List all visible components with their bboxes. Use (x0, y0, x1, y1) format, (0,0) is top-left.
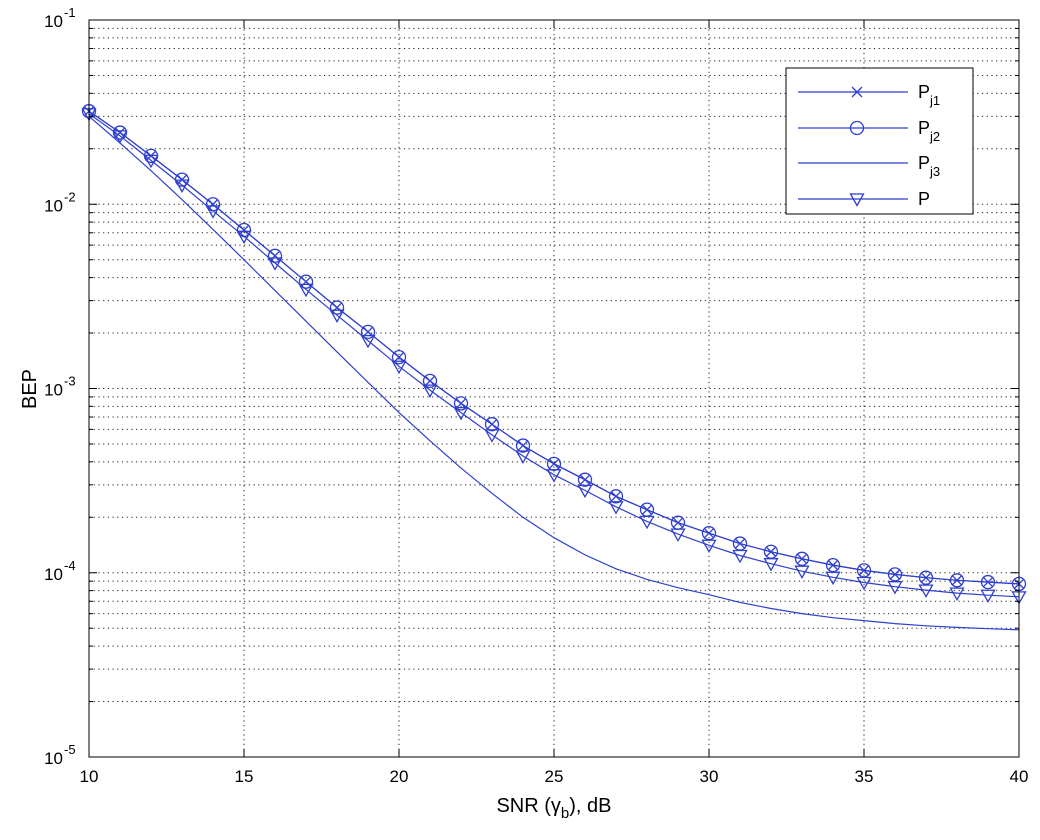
legend-item-pj2: Pj2 (798, 118, 940, 144)
data-point-pj2 (360, 324, 376, 339)
data-point-p (577, 484, 593, 499)
data-point-pj2 (608, 489, 624, 504)
legend-marker (849, 120, 865, 136)
data-point-p (112, 130, 128, 144)
data-point-pj2 (577, 472, 593, 487)
series-line-pj2 (88, 110, 1020, 585)
data-point-p (174, 179, 190, 193)
legend-marker (849, 193, 865, 207)
series-line-p (88, 113, 1020, 598)
legend-box (785, 67, 974, 215)
data-point-pj2 (391, 349, 407, 365)
data-point-pj2 (515, 438, 531, 453)
data-point-p (794, 565, 810, 579)
data-point-p (515, 450, 531, 464)
data-point-p (143, 154, 159, 169)
series-line-pj3 (88, 115, 1020, 631)
data-point-p (949, 587, 965, 601)
data-point-p (484, 429, 500, 443)
x-tick-label: 20 (390, 767, 409, 786)
x-tick-label: 35 (855, 767, 874, 786)
legend-marker (851, 86, 863, 98)
legend-label: Pj1 (918, 82, 940, 108)
data-point-p (732, 549, 748, 564)
legend-label: Pj2 (918, 118, 940, 144)
data-point-p (887, 581, 903, 595)
data-point-pj2 (918, 570, 934, 585)
x-tick-label: 10 (80, 767, 99, 786)
data-point-pj2 (298, 274, 314, 289)
data-point-pj2 (453, 396, 469, 411)
x-tick-label: 40 (1010, 767, 1029, 786)
x-tick-label: 30 (700, 767, 719, 786)
data-point-p (422, 384, 438, 398)
legend-label: P (918, 189, 930, 209)
data-point-pj2 (825, 557, 841, 573)
data-point-p (980, 589, 996, 604)
data-point-p (639, 515, 655, 530)
x-tick-label: 25 (545, 767, 564, 786)
data-point-p (205, 205, 221, 219)
data-point-p (236, 230, 252, 245)
data-point-pj2 (794, 551, 810, 566)
data-point-p (670, 528, 686, 542)
data-point-p (608, 501, 624, 515)
y-tick-label: 10-3 (44, 374, 75, 400)
series-pj3 (88, 115, 1020, 631)
data-point-p (825, 571, 841, 586)
x-tick-label: 15 (235, 767, 254, 786)
legend: Pj1 Pj2 Pj3 P (785, 67, 974, 215)
legend-item-pj1: Pj1 (798, 82, 940, 108)
data-point-p (856, 576, 872, 591)
series-layer (81, 104, 1027, 631)
data-point-pj2 (484, 417, 500, 432)
data-point-p (360, 334, 376, 349)
data-point-p (546, 469, 562, 483)
data-point-p (918, 584, 934, 598)
y-tick-label: 10-5 (44, 742, 75, 768)
legend-item-p: P (798, 189, 930, 209)
y-tick-label: 10-4 (44, 558, 75, 584)
data-point-p (267, 257, 283, 271)
legend-item-pj3: Pj3 (798, 153, 940, 179)
data-point-p (453, 406, 469, 421)
tick-labels: 10 15 20 25 30 35 40 10-5 10-4 10-3 10-2 10-1 (44, 5, 1028, 786)
data-point-p (391, 360, 407, 375)
legend-label: Pj3 (918, 153, 940, 179)
data-point-p (298, 283, 314, 298)
data-point-pj2 (949, 573, 965, 588)
data-point-pj2 (980, 574, 996, 590)
y-axis-title: BEP (19, 369, 41, 409)
data-point-pj2 (112, 125, 128, 140)
y-tick-label: 10-1 (44, 5, 75, 31)
data-point-pj2 (329, 300, 345, 315)
series-p (81, 108, 1027, 605)
data-point-pj2 (887, 567, 903, 582)
ticks (88, 20, 1020, 758)
data-point-p (329, 309, 345, 324)
x-axis-title: SNR (γb), dB (496, 795, 611, 822)
data-point-p (763, 558, 779, 572)
data-point-p (701, 539, 717, 554)
y-tick-label: 10-2 (44, 189, 75, 215)
data-point-pj2 (422, 373, 438, 389)
